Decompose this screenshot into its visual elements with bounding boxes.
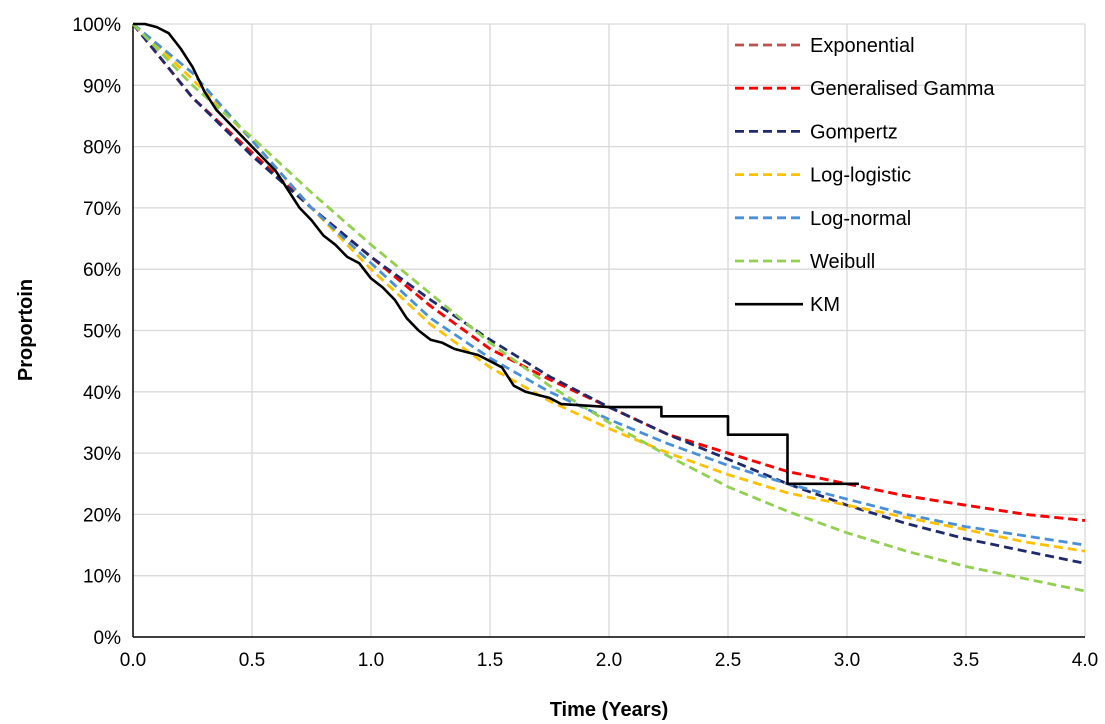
- y-tick-label: 90%: [83, 76, 121, 97]
- x-tick-label: 0.5: [239, 650, 265, 671]
- x-tick-label: 3.5: [953, 650, 979, 671]
- y-tick-label: 80%: [83, 138, 121, 159]
- y-tick-label: 100%: [72, 15, 121, 36]
- legend-label-km: KM: [810, 294, 840, 316]
- series-line-gompertz: [131, 23, 1086, 565]
- series-lines: [131, 22, 1086, 593]
- legend-label-gompertz: Gompertz: [810, 121, 898, 143]
- legend-label-weibull: Weibull: [810, 251, 875, 273]
- series-line-weibull: [131, 23, 1086, 593]
- axes: 0.0 0.5 1.0 1.5 2.0 2.5 3.0 3.5 4.0 0% 10% 20% 30% 40…: [72, 15, 1098, 671]
- y-axis-title: Proportoin: [15, 279, 37, 381]
- y-tick-label: 60%: [83, 260, 121, 281]
- legend-label-log-logistic: Log-logistic: [810, 165, 911, 187]
- legend-label-log-normal: Log-normal: [810, 208, 911, 230]
- grid: [133, 23, 1086, 637]
- x-axis-title: Time (Years): [550, 699, 669, 721]
- y-tick-label: 40%: [83, 383, 121, 404]
- y-tick-label: 20%: [83, 505, 121, 526]
- series-line-km: [133, 22, 859, 486]
- x-tick-label: 0.0: [120, 650, 146, 671]
- x-tick-label: 4.0: [1072, 650, 1098, 671]
- x-tick-label: 1.5: [477, 650, 503, 671]
- x-tick-label: 2.5: [715, 650, 741, 671]
- legend: Exponential Generalised Gamma Gompertz Log-…: [735, 35, 995, 316]
- series-line-log-normal: [132, 22, 1086, 547]
- x-tick-label: 1.0: [358, 650, 384, 671]
- y-tick-label: 0%: [94, 628, 122, 649]
- y-tick-label: 70%: [83, 199, 121, 220]
- y-tick-label: 50%: [83, 322, 121, 343]
- x-tick-label: 3.0: [834, 650, 860, 671]
- legend-label-exponential: Exponential: [810, 35, 915, 57]
- y-tick-label: 10%: [83, 567, 121, 588]
- x-tick-label: 2.0: [596, 650, 622, 671]
- legend-label-generalised-gamma: Generalised Gamma: [810, 78, 995, 100]
- y-tick-label: 30%: [83, 444, 121, 465]
